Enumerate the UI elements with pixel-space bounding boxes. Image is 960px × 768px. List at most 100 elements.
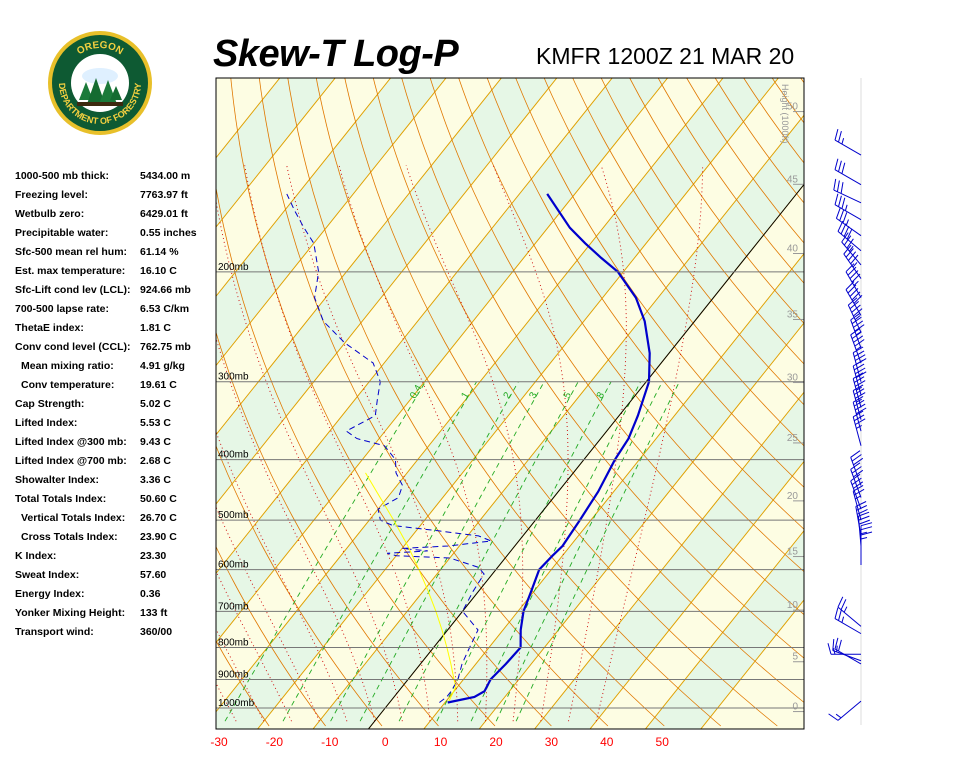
index-label: Sweat Index: [15, 569, 80, 581]
wind-barb-flag [827, 643, 832, 655]
wind-barb-staff [834, 139, 862, 156]
wind-barb-flag [834, 607, 839, 619]
wind-barb-staff [834, 618, 862, 635]
index-value: 133 ft [140, 607, 168, 619]
wind-barb-flag [843, 235, 852, 246]
wind-barb-half-flag [853, 280, 859, 286]
wind-barb-flag [860, 522, 873, 527]
freezing-isotherm [368, 183, 804, 729]
wind-barb-staff [847, 304, 862, 333]
index-value: 7763.97 ft [140, 189, 188, 201]
wind-barb-staff [852, 378, 862, 408]
index-value: 4.91 g/kg [140, 360, 185, 372]
index-label: Conv cond level (CCL): [15, 341, 131, 353]
isotherm-line [423, 252, 804, 729]
index-value: 61.14 % [140, 246, 179, 258]
moist-adiabat [244, 165, 431, 722]
index-value: 16.10 C [140, 265, 177, 277]
wind-barb-half-flag [855, 345, 862, 351]
wind-barb-flag [855, 380, 866, 387]
wind-barb-flag [840, 182, 844, 194]
isotherm-line [589, 460, 804, 729]
index-value: 5434.00 m [140, 170, 191, 182]
dry-adiabat [572, 78, 804, 406]
wind-barb-staff [852, 402, 862, 432]
isotherm-line [368, 183, 804, 729]
wind-barb-half-flag [845, 219, 849, 226]
pressure-label: 1000mb [218, 698, 255, 709]
wind-barb-flag [854, 399, 865, 407]
isotherm-band [216, 78, 779, 729]
wind-barb-flag [860, 531, 873, 536]
wind-barb-flag [852, 410, 864, 418]
wind-barb-flag [828, 713, 839, 721]
isotherm-line [312, 114, 804, 729]
index-label: K Index: [15, 550, 57, 562]
wind-barb-flag [851, 291, 861, 301]
mixing-ratio-label: 5 [562, 390, 575, 401]
wind-barb-flag [860, 526, 873, 531]
wind-barb-flag [856, 371, 867, 379]
wind-barb-flag [849, 270, 859, 279]
height-tick-label: 15 [787, 547, 799, 558]
wind-barb-flag [833, 178, 837, 191]
wind-barb-staff [833, 189, 862, 204]
wind-barb [845, 281, 863, 316]
wind-barb-staff [845, 271, 862, 298]
index-label: Showalter Index: [15, 474, 100, 486]
wind-barb-flag [855, 403, 866, 411]
wind-barb-flag [858, 515, 870, 521]
isotherm-line [216, 78, 724, 713]
wind-barb-flag [850, 450, 861, 458]
wind-barb-staff [852, 416, 862, 446]
wind-barb-flag [845, 248, 854, 258]
moist-adiabat [286, 165, 459, 722]
index-label: 1000-500 mb thick: [15, 170, 109, 182]
index-value: 3.36 C [140, 474, 171, 486]
wind-barb-flag [849, 288, 859, 297]
mixing-ratio-line [330, 381, 519, 722]
mixing-ratio-line [470, 381, 641, 722]
x-tick-label: 20 [489, 735, 503, 749]
wind-barb-half-flag [843, 606, 848, 613]
wind-barb-flag [853, 457, 864, 466]
wind-barb-flag [852, 346, 864, 354]
wind-barb-flag [849, 301, 860, 310]
wind-barb-flag [858, 511, 870, 517]
isotherm-band [313, 115, 804, 729]
moist-adiabat [338, 165, 488, 722]
wind-barb-flag [853, 481, 864, 489]
wind-barb [834, 193, 862, 221]
wind-barb-flag [856, 358, 867, 365]
wind-barb-flag [851, 304, 861, 313]
wind-barb-flag [847, 284, 857, 294]
index-label: Lifted Index @300 mb: [15, 436, 127, 448]
wind-barb-flag [854, 363, 865, 371]
height-tick-label: 40 [787, 243, 799, 254]
dry-adiabat [287, 78, 665, 727]
wind-barbs [827, 128, 873, 721]
wind-barb [850, 462, 864, 498]
pressure-label: 500mb [218, 510, 249, 521]
mixing-ratio-label: 8 [595, 390, 608, 401]
plot-background [216, 78, 804, 729]
wind-barb-flag [838, 130, 842, 143]
index-value: 26.70 C [140, 512, 177, 524]
wind-barb-staff [855, 506, 862, 537]
dry-adiabat [344, 78, 778, 727]
wind-barb [847, 297, 863, 333]
wind-barb-flag [846, 238, 854, 249]
wind-barb [857, 511, 870, 547]
dewpoint-profile [286, 193, 492, 703]
wind-barb-flag [852, 395, 864, 403]
dry-adiabat [657, 78, 804, 284]
index-value: 0.36 [140, 588, 161, 600]
moist-adiabat [216, 198, 403, 722]
wind-barb [852, 384, 866, 420]
wind-barb-flag [852, 484, 864, 492]
wind-barb-flag [854, 350, 865, 358]
wind-barb-flag [847, 297, 858, 306]
wind-barb-flag [854, 488, 865, 496]
wind-barb-half-flag [856, 398, 862, 403]
index-label: Cap Strength: [15, 398, 85, 410]
